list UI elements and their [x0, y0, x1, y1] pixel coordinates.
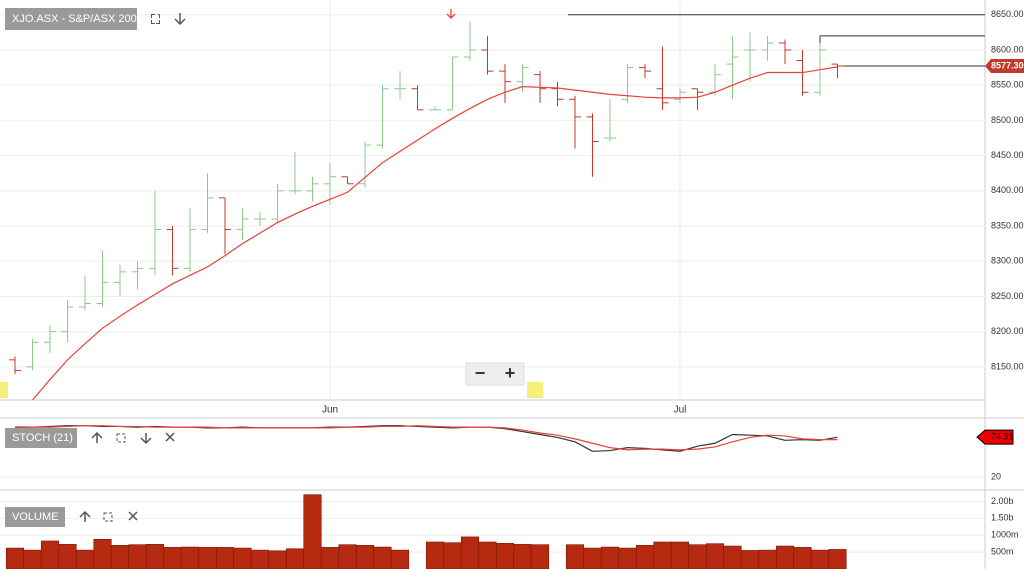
price-tag-label: 8577.300: [991, 60, 1024, 70]
y-tick-label: 8600.00: [991, 44, 1024, 54]
volume-bar: [653, 541, 672, 569]
volume-bar: [180, 546, 200, 569]
volume-bar: [58, 544, 77, 569]
price-tag-label: 74.31: [991, 432, 1014, 442]
y-tick-label: 8350.00: [991, 220, 1024, 230]
volume-bar: [705, 543, 725, 569]
y-tick-label: 8200.00: [991, 326, 1024, 336]
volume-bar: [443, 542, 462, 569]
y-tick-label: 2.00b: [991, 496, 1014, 506]
volume-bar: [600, 546, 620, 569]
volume-bar: [478, 541, 497, 569]
y-tick-label: 8150.00: [991, 361, 1024, 371]
volume-bar: [723, 545, 742, 569]
y-tick-label: 8500.00: [991, 115, 1024, 125]
volume-bar: [670, 541, 690, 569]
stoch-title-box: STOCH (21): [5, 428, 175, 448]
zoom-in[interactable]: +: [505, 363, 516, 383]
price-title-box: XJO.ASX - S&P/ASX 200: [5, 8, 186, 30]
volume-bar: [320, 547, 340, 569]
y-tick-label: 8250.00: [991, 291, 1024, 301]
y-tick-label: 20: [991, 471, 1001, 481]
volume-bar: [495, 543, 515, 569]
down-icon[interactable]: [174, 13, 186, 26]
volume-bar: [740, 550, 760, 569]
panel-icons[interactable]: [91, 431, 175, 445]
volume-bar: [688, 544, 707, 569]
panel-title: VOLUME: [12, 511, 58, 523]
y-tick-label: 8650.00: [991, 9, 1024, 19]
y-tick-label: 8550.00: [991, 80, 1024, 90]
stoch-line: [14, 425, 838, 451]
volume-bar: [215, 547, 235, 569]
pencil-icon[interactable]: [527, 382, 543, 398]
y-tick-label: 1000m: [991, 530, 1019, 540]
volume-bar: [303, 494, 322, 569]
expand-icon[interactable]: [151, 14, 160, 24]
volume-bar: [5, 547, 25, 569]
volume-bar: [530, 544, 550, 569]
volume-bar: [390, 549, 410, 569]
zoom-controls: − +: [465, 362, 525, 386]
volume-bar: [583, 547, 602, 569]
volume-bar: [775, 545, 795, 569]
price-tag: [985, 58, 1024, 73]
volume-bar: [233, 547, 252, 569]
volume-title-box: VOLUME: [5, 507, 138, 527]
volume-bar: [373, 546, 392, 569]
expand-icon[interactable]: [103, 512, 113, 522]
volume-bar: [285, 548, 305, 569]
volume-bar: [355, 545, 375, 569]
volume-bar: [513, 544, 532, 569]
title-box: [5, 507, 65, 527]
y-tick-label: 8300.00: [991, 256, 1024, 266]
title-box: [5, 8, 137, 30]
panel-title: STOCH (21): [12, 432, 73, 444]
volume-bar: [810, 549, 830, 569]
volume-bar: [93, 538, 112, 569]
volume-bar: [460, 536, 480, 569]
chart-title: XJO.ASX - S&P/ASX 200: [12, 13, 137, 25]
zoom-box: [465, 362, 525, 386]
volume-bar: [250, 549, 270, 569]
volume-bar: [635, 545, 655, 569]
volume-bar: [618, 547, 637, 569]
volume-bar: [23, 549, 42, 569]
volume-bar: [110, 545, 130, 569]
volume-bar: [565, 544, 585, 569]
volume-bar: [128, 544, 147, 569]
price-tag: [976, 429, 1014, 445]
zoom-out[interactable]: −: [475, 363, 486, 383]
volume-bar: [338, 544, 357, 569]
volume-bar: [758, 549, 777, 569]
volume-bar: [40, 540, 60, 569]
y-tick-label: 8400.00: [991, 185, 1024, 195]
volume-bar: [793, 547, 812, 569]
volume-bar: [828, 549, 847, 569]
signal-arrow: [446, 9, 456, 19]
y-tick-label: 1.50b: [991, 513, 1014, 523]
title-box: [5, 428, 77, 448]
pencil-icon[interactable]: [0, 382, 8, 398]
y-tick-label: 8450.00: [991, 150, 1024, 160]
moving-average: [32, 66, 838, 401]
y-tick-label: 500m: [991, 546, 1014, 556]
volume-bar: [75, 549, 95, 569]
volume-bar: [198, 547, 217, 569]
volume-bar: [145, 544, 165, 569]
volume-bar: [163, 547, 182, 569]
x-tick-label: Jul: [674, 405, 687, 416]
volume-bar: [425, 541, 445, 569]
panel-icons[interactable]: [79, 510, 138, 522]
expand-icon[interactable]: [116, 433, 126, 443]
x-tick-label: Jun: [322, 405, 338, 416]
volume-bar: [268, 550, 287, 569]
